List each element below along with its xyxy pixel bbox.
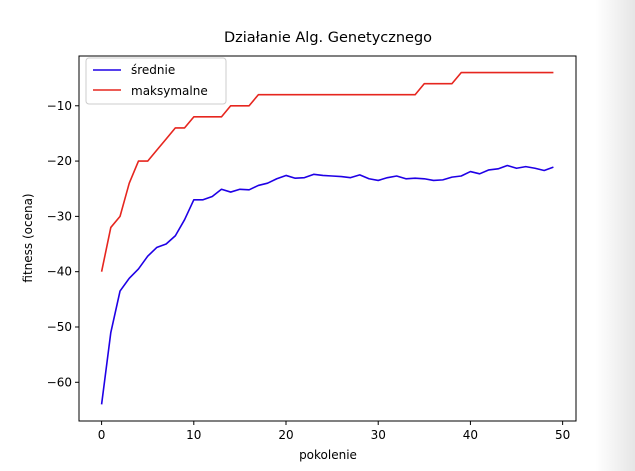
axes-frame (78, 55, 577, 422)
y-tick-label: −30 (47, 209, 72, 223)
x-tick-label: 40 (463, 428, 478, 442)
y-axis-label: fitness (ocena) (21, 193, 35, 282)
y-tick-label: −40 (47, 265, 72, 279)
series-line-maksymalne (100, 71, 554, 272)
x-tick-label: 50 (555, 428, 570, 442)
plot-area: 0 10 20 30 40 50 −60 −50 −40 −30 −20 −10 (47, 55, 577, 442)
window-edge-shadow (595, 0, 635, 471)
x-axis-ticks: 0 10 20 30 40 50 (98, 421, 570, 442)
y-axis-ticks: −60 −50 −40 −30 −20 −10 (47, 99, 79, 389)
y-tick-label: −10 (47, 99, 72, 113)
legend-label-srednie: średnie (131, 63, 175, 77)
x-tick-label: 10 (186, 428, 201, 442)
y-tick-label: −20 (47, 154, 72, 168)
series-line-srednie (100, 164, 554, 405)
legend: średnie maksymalne (85, 57, 227, 105)
y-tick-label: −60 (47, 375, 72, 389)
x-axis-label: pokolenie (299, 448, 357, 462)
chart-title: Działanie Alg. Genetycznego (224, 30, 432, 46)
x-tick-label: 30 (371, 428, 386, 442)
x-tick-label: 0 (98, 428, 106, 442)
series-layer (100, 71, 554, 405)
y-tick-label: −50 (47, 320, 72, 334)
x-tick-label: 20 (278, 428, 293, 442)
legend-label-maksymalne: maksymalne (131, 84, 208, 98)
